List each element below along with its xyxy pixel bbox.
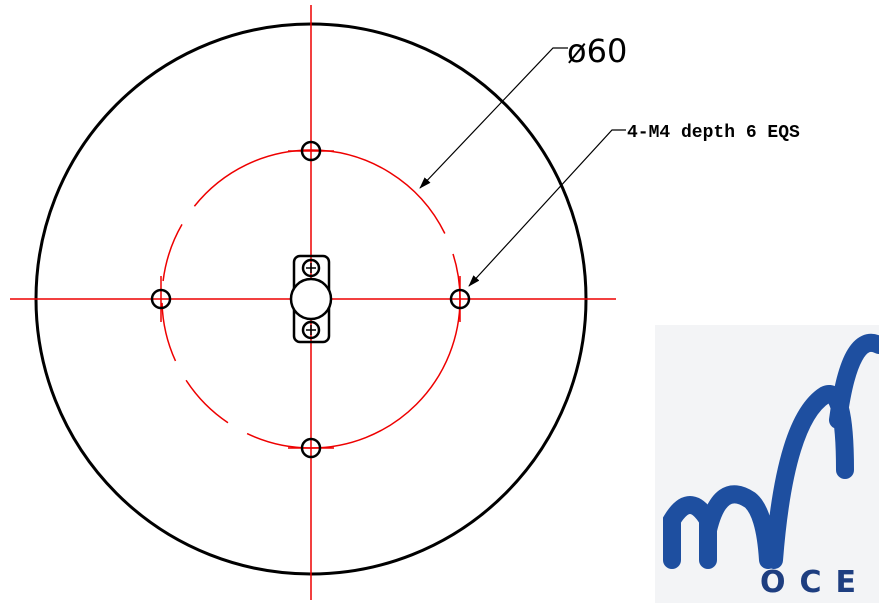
center-slot bbox=[289, 254, 333, 344]
diameter-leader bbox=[419, 47, 568, 189]
holes bbox=[150, 140, 471, 459]
holes-leader bbox=[468, 129, 626, 287]
holes-label: 4-M4 depth 6 EQS bbox=[627, 123, 800, 143]
diameter-label: ø60 bbox=[567, 32, 627, 70]
logo: OCE bbox=[655, 325, 879, 603]
hole-ticks bbox=[160, 150, 461, 449]
logo-text: OCE bbox=[760, 565, 870, 600]
